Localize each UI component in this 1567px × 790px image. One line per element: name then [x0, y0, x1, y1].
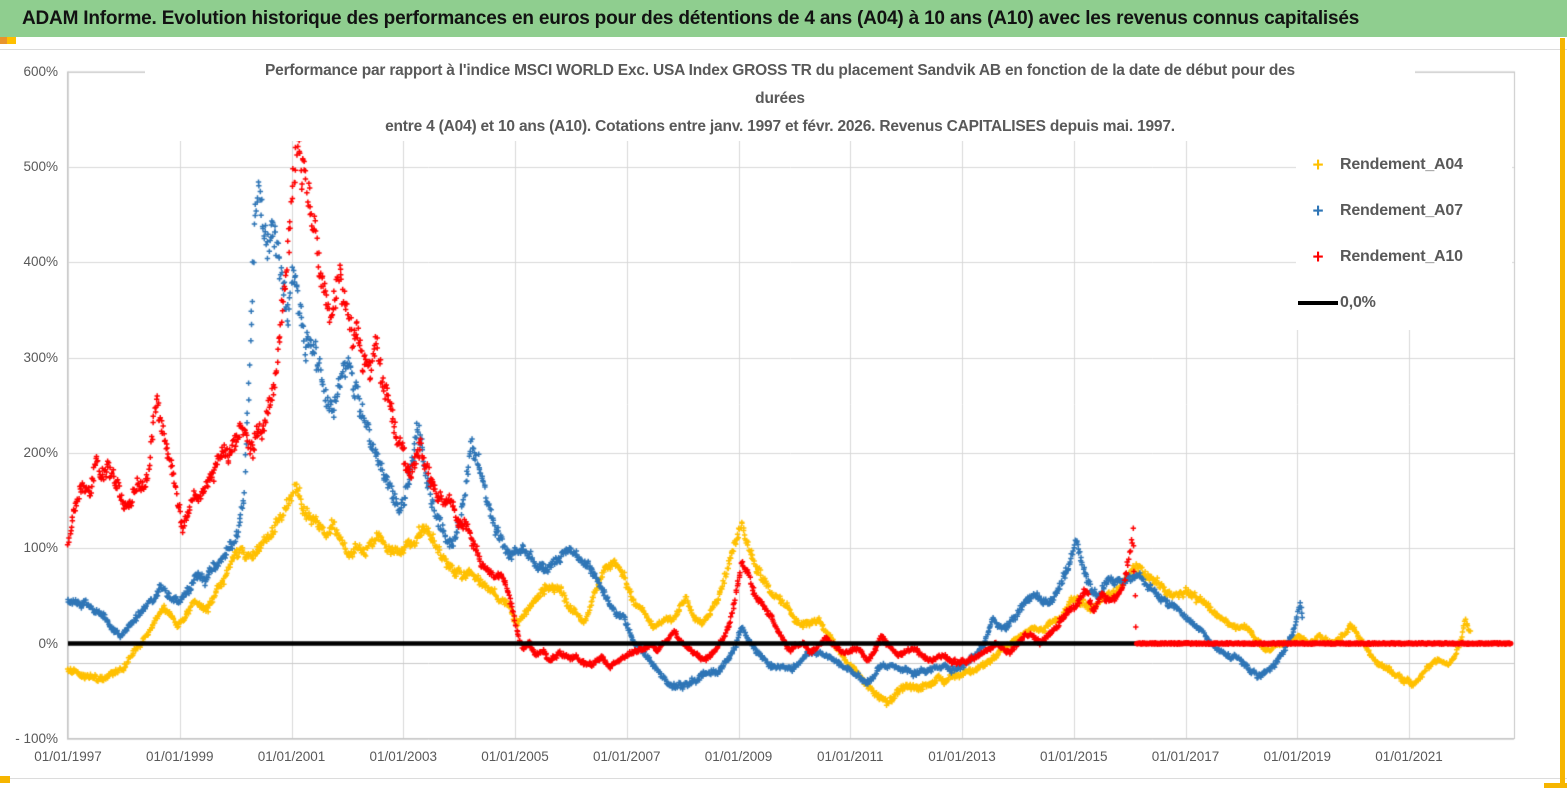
y-tick-label: 500% [23, 158, 58, 174]
plus-marker-icon: + [1312, 154, 1324, 176]
plus-marker-icon: + [1312, 246, 1324, 268]
y-tick-label: 0% [38, 635, 58, 651]
chart-title: Performance par rapport à l'indice MSCI … [145, 57, 1415, 141]
y-tick-label: 400% [23, 254, 58, 270]
legend-item-rendement-a10[interactable]: + Rendement_A10 [1296, 234, 1512, 280]
x-tick-label: 01/01/2001 [257, 749, 326, 764]
zero-line-swatch-icon [1298, 301, 1338, 305]
x-tick-label: 01/01/2005 [481, 749, 549, 764]
x-tick-label: 01/01/2011 [816, 749, 884, 764]
x-tick-label: 01/01/1997 [34, 749, 102, 764]
x-tick-label: 01/01/2003 [369, 749, 438, 764]
selection-accent-bottom-right [1544, 783, 1567, 788]
x-tick-label: 01/01/2015 [1039, 749, 1108, 764]
legend-label: Rendement_A04 [1340, 156, 1463, 173]
x-tick-label: 01/01/2019 [1263, 749, 1332, 764]
legend-label: Rendement_A10 [1340, 248, 1463, 265]
y-tick-label: 100% [23, 540, 58, 556]
y-tick-label: 300% [23, 349, 58, 365]
legend-item-rendement-a04[interactable]: + Rendement_A04 [1296, 142, 1512, 188]
selection-accent-bottom-left [0, 776, 10, 783]
legend-label: 0,0% [1340, 294, 1376, 311]
x-tick-label: 01/01/2009 [704, 749, 773, 764]
x-tick-label: 01/01/2013 [928, 749, 996, 764]
plus-marker-icon: + [1312, 200, 1324, 222]
y-tick-label: - 100% [15, 730, 58, 746]
legend-item-rendement-a07[interactable]: + Rendement_A07 [1296, 188, 1512, 234]
x-tick-label: 01/01/2017 [1151, 749, 1220, 764]
x-tick-label: 01/01/1999 [145, 749, 214, 764]
chart-title-line-2: durées [755, 90, 805, 107]
legend-item-zero-line[interactable]: 0,0% [1296, 280, 1512, 326]
x-tick-label: 01/01/2007 [592, 749, 661, 764]
x-tick-label: 01/01/2021 [1375, 749, 1443, 764]
y-tick-label: 600% [23, 63, 58, 79]
chart-legend[interactable]: + Rendement_A04 + Rendement_A07 + Rendem… [1296, 138, 1512, 330]
y-tick-label: 200% [23, 444, 58, 460]
selection-accent-top-left [0, 37, 16, 44]
selection-accent-right [1560, 38, 1565, 786]
legend-label: Rendement_A07 [1340, 202, 1463, 219]
chart-title-line-1: Performance par rapport à l'indice MSCI … [265, 62, 1295, 79]
chart-title-line-3: entre 4 (A04) et 10 ans (A10). Cotations… [385, 118, 1175, 135]
